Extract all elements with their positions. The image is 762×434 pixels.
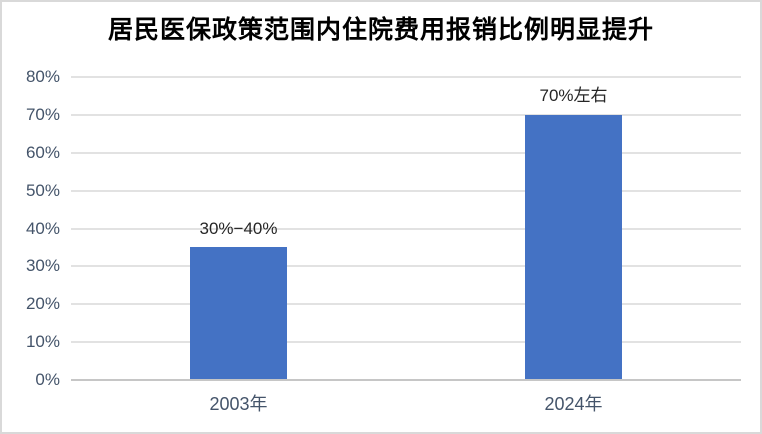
y-axis-tick-label: 60%: [25, 142, 60, 162]
gridline: [71, 265, 741, 268]
gridline: [71, 189, 741, 192]
y-axis-tick-area: 0% 10% 20% 30% 40% 50% 60% 70% 80%: [2, 67, 60, 389]
gridline: [71, 303, 741, 306]
x-axis-category-label: 2024年: [544, 394, 603, 414]
plot-area: 30%−40% 70%左右: [71, 76, 741, 381]
y-axis-tick-label: 0%: [35, 370, 60, 389]
gridline: [71, 227, 741, 230]
x-axis-label-area: 2003年 2024年: [71, 390, 741, 420]
y-axis-tick-label: 80%: [25, 67, 60, 86]
y-axis-tick-label: 20%: [25, 294, 60, 314]
gridline: [71, 151, 741, 154]
y-axis-tick-label: 40%: [25, 218, 60, 238]
y-axis-tick-label: 10%: [25, 332, 60, 352]
y-axis-tick-label: 50%: [25, 180, 60, 200]
bar-2003年: [190, 247, 287, 380]
x-axis-category-label: 2003年: [209, 394, 268, 414]
gridline: [71, 113, 741, 116]
chart-title: 居民医保政策范围内住院费用报销比例明显提升: [107, 16, 654, 44]
y-axis-tick-label: 30%: [25, 256, 60, 276]
bar-2024年: [525, 114, 622, 380]
y-axis-tick-label: 70%: [25, 104, 60, 124]
bar-data-label: 70%左右: [539, 86, 608, 106]
gridline: [71, 76, 741, 78]
x-axis-line: [71, 379, 741, 381]
gridline: [71, 341, 741, 344]
bar-data-label: 30%−40%: [199, 219, 278, 239]
